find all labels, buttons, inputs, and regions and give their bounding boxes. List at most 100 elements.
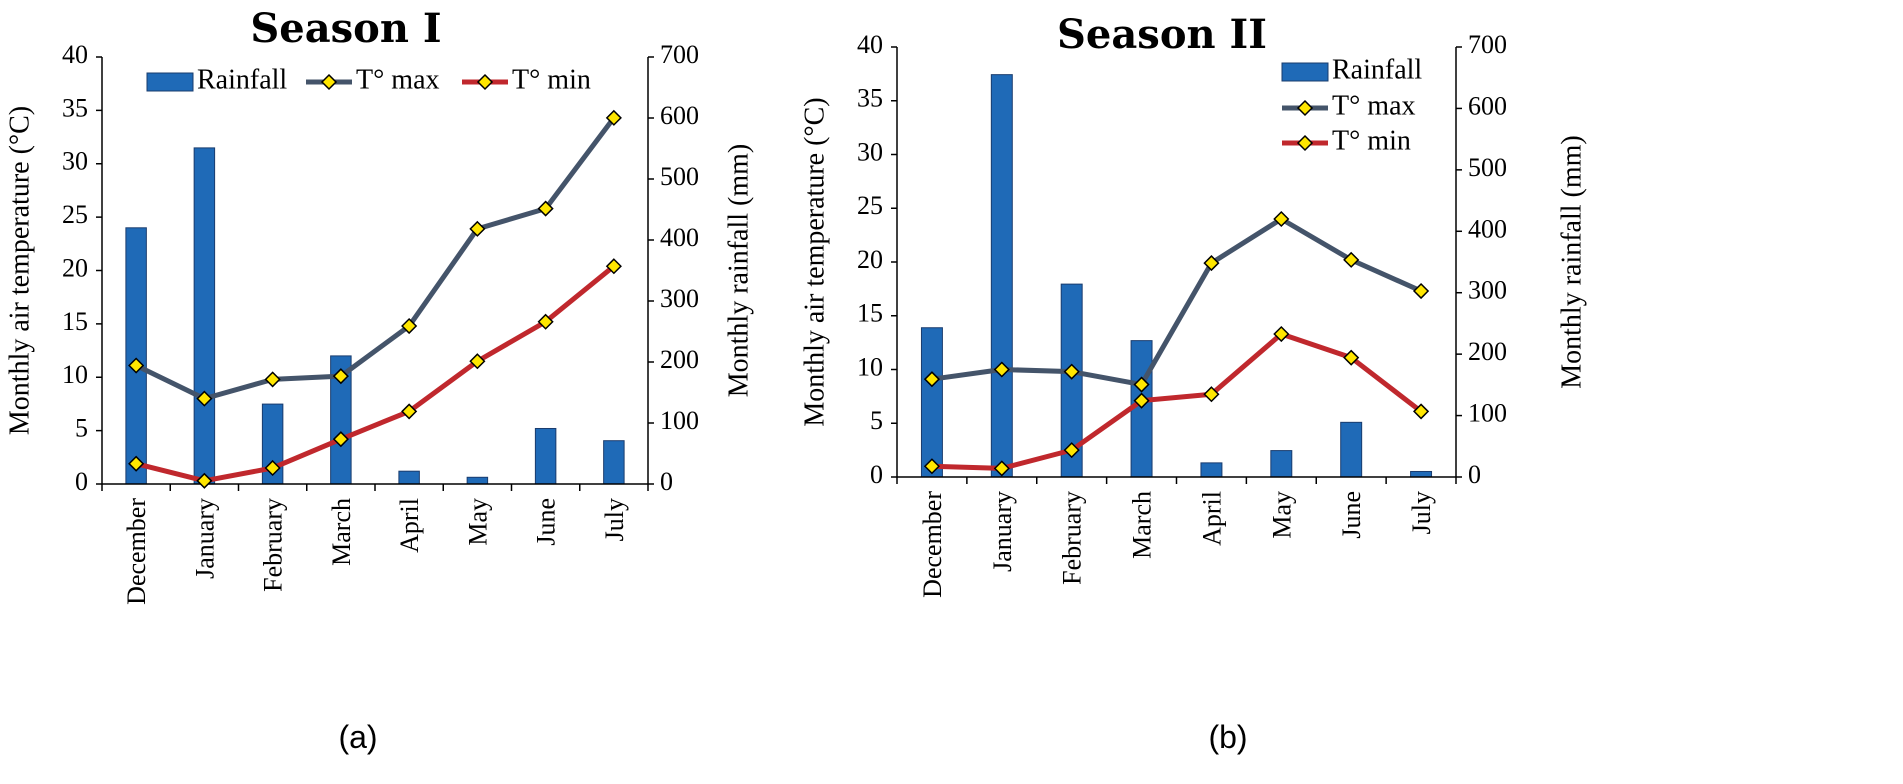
y-tick-label-left: 0 bbox=[75, 467, 88, 496]
rainfall-bar bbox=[990, 74, 1013, 478]
tmin-marker bbox=[923, 458, 940, 475]
rainfall-bar bbox=[920, 327, 943, 478]
y-tick-label-right: 500 bbox=[1468, 153, 1507, 182]
y-tick-label-right: 700 bbox=[1468, 30, 1507, 59]
tmin-marker bbox=[469, 353, 486, 370]
y-tick-label-right: 600 bbox=[660, 101, 699, 130]
x-tick-label: March bbox=[327, 498, 356, 566]
tmin-line bbox=[135, 264, 616, 484]
y-tick-label-right: 0 bbox=[660, 467, 673, 496]
legend-marker-tmax bbox=[320, 73, 338, 91]
y-tick-label-left: 25 bbox=[857, 191, 883, 220]
legend-marker-tmax bbox=[1296, 99, 1314, 117]
tmin-marker bbox=[605, 258, 622, 275]
rainfall-bar bbox=[1200, 462, 1223, 478]
chart-title: Season I bbox=[250, 5, 441, 52]
x-tick-label: February bbox=[1058, 491, 1087, 585]
tmin-marker bbox=[1133, 392, 1150, 409]
tmax-marker bbox=[128, 357, 145, 374]
rainfall-bar bbox=[603, 440, 625, 485]
tmax-marker bbox=[1273, 210, 1290, 228]
tmax-line bbox=[931, 216, 1423, 388]
chart-panel-2: Season II0510152025303540010020030040050… bbox=[799, 11, 1587, 755]
rainfall-bar bbox=[1340, 421, 1363, 478]
tmin-marker bbox=[128, 455, 145, 472]
x-tick-label: July bbox=[600, 498, 629, 541]
x-tick-label: May bbox=[1267, 491, 1296, 539]
tmax-line bbox=[135, 116, 616, 402]
y-axis-label-right: Monthly rainfall (mm) bbox=[1556, 135, 1587, 389]
tmin-marker bbox=[1203, 386, 1220, 403]
tmax-marker bbox=[537, 200, 554, 217]
y-tick-label-right: 300 bbox=[660, 284, 699, 313]
chart-panel-1: Season I05101520253035400100200300400500… bbox=[4, 5, 754, 755]
y-tick-label-left: 15 bbox=[62, 307, 88, 336]
tmax-marker bbox=[993, 361, 1010, 378]
rainfall-bar bbox=[398, 470, 420, 485]
tmin-marker bbox=[1063, 442, 1080, 459]
tmin-marker bbox=[1343, 349, 1360, 366]
tmax-marker bbox=[1412, 282, 1430, 300]
tmin-marker bbox=[537, 313, 554, 330]
y-tick-label-left: 40 bbox=[62, 40, 88, 69]
tmax-marker bbox=[923, 371, 940, 388]
tmax-marker bbox=[196, 390, 213, 407]
legend: Rainfall T° max T° min bbox=[146, 64, 591, 95]
x-tick-label: June bbox=[1337, 491, 1366, 539]
tmax-marker bbox=[1133, 376, 1150, 393]
x-tick-label: March bbox=[1128, 491, 1157, 559]
panel-caption: (a) bbox=[338, 719, 377, 755]
rainfall-bar bbox=[1410, 470, 1433, 478]
x-tick-label: December bbox=[918, 491, 947, 598]
tmax-marker bbox=[401, 317, 418, 335]
y-axis-label-left: Monthly air temperature (°C) bbox=[799, 97, 830, 426]
x-tick-label: February bbox=[259, 498, 288, 592]
tmax-marker bbox=[469, 220, 486, 237]
x-tick-label: May bbox=[463, 498, 492, 546]
y-tick-label-left: 20 bbox=[857, 245, 883, 274]
y-tick-label-left: 30 bbox=[62, 147, 88, 176]
legend-label-tmax: T° max bbox=[356, 64, 440, 95]
y-tick-label-left: 5 bbox=[870, 406, 883, 435]
rainfall-bar bbox=[193, 147, 216, 485]
tmax-marker bbox=[1343, 251, 1360, 268]
rainfall-bar bbox=[1270, 450, 1293, 478]
y-axis-label-right: Monthly rainfall (mm) bbox=[723, 144, 754, 398]
x-tick-label: January bbox=[190, 498, 219, 579]
legend-swatch-rainfall bbox=[1281, 62, 1329, 82]
y-tick-label-right: 500 bbox=[660, 162, 699, 191]
x-tick-label: April bbox=[395, 498, 424, 553]
y-tick-label-right: 100 bbox=[1468, 399, 1507, 428]
legend-label-rainfall: Rainfall bbox=[1332, 54, 1422, 85]
x-tick-label: December bbox=[122, 498, 151, 605]
y-tick-label-right: 400 bbox=[1468, 214, 1507, 243]
y-tick-label-left: 10 bbox=[857, 352, 883, 381]
tmax-marker bbox=[1063, 363, 1080, 380]
tmin-marker bbox=[401, 403, 418, 420]
y-tick-label-right: 700 bbox=[660, 40, 699, 69]
y-tick-label-right: 0 bbox=[1468, 460, 1481, 489]
legend-label-rainfall: Rainfall bbox=[197, 64, 287, 95]
legend-marker-tmin bbox=[476, 73, 494, 91]
legend-label-tmin: T° min bbox=[512, 64, 591, 95]
tmax-marker bbox=[332, 368, 349, 385]
y-tick-label-left: 35 bbox=[857, 84, 883, 113]
tmin-marker bbox=[332, 431, 349, 448]
legend-marker-tmin bbox=[1296, 134, 1314, 152]
legend-label-tmin: T° min bbox=[1332, 125, 1411, 156]
tmin-marker bbox=[1273, 325, 1290, 343]
tmin-marker bbox=[264, 459, 281, 477]
panel-caption: (b) bbox=[1208, 719, 1247, 755]
x-tick-label: July bbox=[1407, 491, 1436, 534]
tmin-marker bbox=[1412, 403, 1430, 420]
y-tick-label-left: 30 bbox=[857, 137, 883, 166]
rainfall-bar bbox=[125, 227, 147, 485]
y-tick-label-right: 100 bbox=[660, 406, 699, 435]
x-tick-label: April bbox=[1197, 491, 1226, 546]
tmin-marker bbox=[196, 472, 213, 489]
legend-swatch-rainfall bbox=[146, 72, 194, 92]
y-tick-label-right: 200 bbox=[1468, 337, 1507, 366]
tmin-marker bbox=[993, 460, 1010, 477]
legend: Rainfall T° max T° min bbox=[1281, 54, 1422, 156]
